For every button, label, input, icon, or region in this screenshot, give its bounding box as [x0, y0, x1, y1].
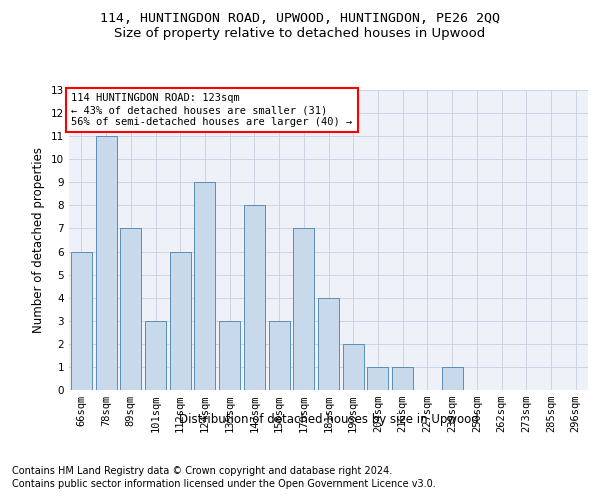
- Bar: [244, 206, 265, 390]
- Bar: [442, 367, 463, 390]
- Bar: [120, 228, 141, 390]
- Bar: [95, 136, 116, 390]
- Bar: [269, 321, 290, 390]
- Text: Distribution of detached houses by size in Upwood: Distribution of detached houses by size …: [179, 412, 479, 426]
- Bar: [367, 367, 388, 390]
- Bar: [170, 252, 191, 390]
- Bar: [194, 182, 215, 390]
- Y-axis label: Number of detached properties: Number of detached properties: [32, 147, 46, 333]
- Bar: [145, 321, 166, 390]
- Bar: [318, 298, 339, 390]
- Text: Contains HM Land Registry data © Crown copyright and database right 2024.: Contains HM Land Registry data © Crown c…: [12, 466, 392, 476]
- Text: Contains public sector information licensed under the Open Government Licence v3: Contains public sector information licen…: [12, 479, 436, 489]
- Bar: [293, 228, 314, 390]
- Text: 114, HUNTINGDON ROAD, UPWOOD, HUNTINGDON, PE26 2QQ: 114, HUNTINGDON ROAD, UPWOOD, HUNTINGDON…: [100, 12, 500, 26]
- Bar: [71, 252, 92, 390]
- Text: Size of property relative to detached houses in Upwood: Size of property relative to detached ho…: [115, 28, 485, 40]
- Text: 114 HUNTINGDON ROAD: 123sqm
← 43% of detached houses are smaller (31)
56% of sem: 114 HUNTINGDON ROAD: 123sqm ← 43% of det…: [71, 94, 353, 126]
- Bar: [343, 344, 364, 390]
- Bar: [219, 321, 240, 390]
- Bar: [392, 367, 413, 390]
